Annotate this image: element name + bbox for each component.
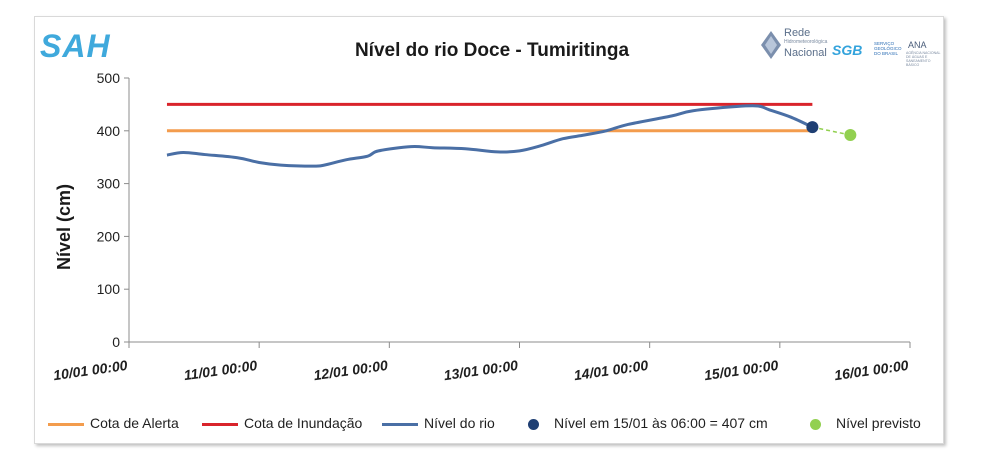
rede-logo-text-2: Nacional — [784, 47, 827, 59]
chart-title: Nível do rio Doce - Tumiritinga — [354, 40, 630, 61]
legend-label-ponto-atual: Nível em 15/01 às 06:00 = 407 cm — [554, 415, 768, 431]
y-axis-label: Nível (cm) — [54, 184, 74, 270]
legend-label-alerta: Cota de Alerta — [90, 415, 179, 431]
partner-logos: Rede Hidrometeorológica Nacional SGB SER… — [760, 28, 940, 68]
y-tick-label: 200 — [97, 228, 121, 244]
legend-swatch-ponto-atual — [528, 419, 539, 430]
current-level-point — [806, 121, 819, 134]
y-tick-label: 300 — [97, 176, 121, 192]
x-tick-label: 10/01 00:00 — [52, 357, 128, 383]
x-tick-label: 13/01 00:00 — [443, 357, 519, 383]
legend-label-inundacao: Cota de Inundação — [244, 415, 363, 431]
x-tick-label: 16/01 00:00 — [833, 357, 909, 383]
sgb-logo-subtext: SERVIÇO GEOLÓGICO DO BRASIL — [874, 41, 902, 56]
y-tick-label: 0 — [112, 334, 120, 350]
legend-swatch-nivel — [382, 423, 418, 426]
river-level-line — [166, 104, 814, 168]
y-tick-label: 500 — [97, 70, 121, 86]
sah-logo: SAH — [40, 28, 111, 64]
rede-logo-text: Rede — [784, 27, 811, 39]
rede-logo-subtext: Hidrometeorológica — [784, 39, 828, 45]
sgb-logo: SGB — [832, 42, 863, 58]
y-tick-label: 100 — [97, 281, 121, 297]
legend-swatch-inundacao — [202, 423, 238, 426]
legend-label-previsto: Nível previsto — [836, 415, 921, 431]
x-tick-label: 11/01 00:00 — [183, 357, 258, 383]
x-tick-label: 15/01 00:00 — [703, 357, 779, 383]
ana-logo: ANA — [908, 40, 927, 50]
y-tick-label: 400 — [97, 123, 121, 139]
legend-swatch-alerta — [48, 423, 84, 426]
ana-logo-subtext: AGÊNCIA NACIONAL DE ÁGUAS E SANEAMENTO B… — [906, 51, 941, 67]
legend-label-nivel: Nível do rio — [424, 415, 495, 431]
forecast-point — [844, 129, 857, 142]
rede-logo-icon — [761, 31, 781, 59]
x-tick-label: 14/01 00:00 — [573, 357, 649, 383]
chart-frame — [34, 16, 944, 444]
chart-axes: 0 100 200 300 400 500 10/01 00:00 11/01 00:00 12… — [52, 70, 911, 383]
chart-marks — [166, 102, 857, 168]
x-tick-label: 12/01 00:00 — [313, 357, 389, 383]
legend-swatch-previsto — [810, 419, 821, 430]
